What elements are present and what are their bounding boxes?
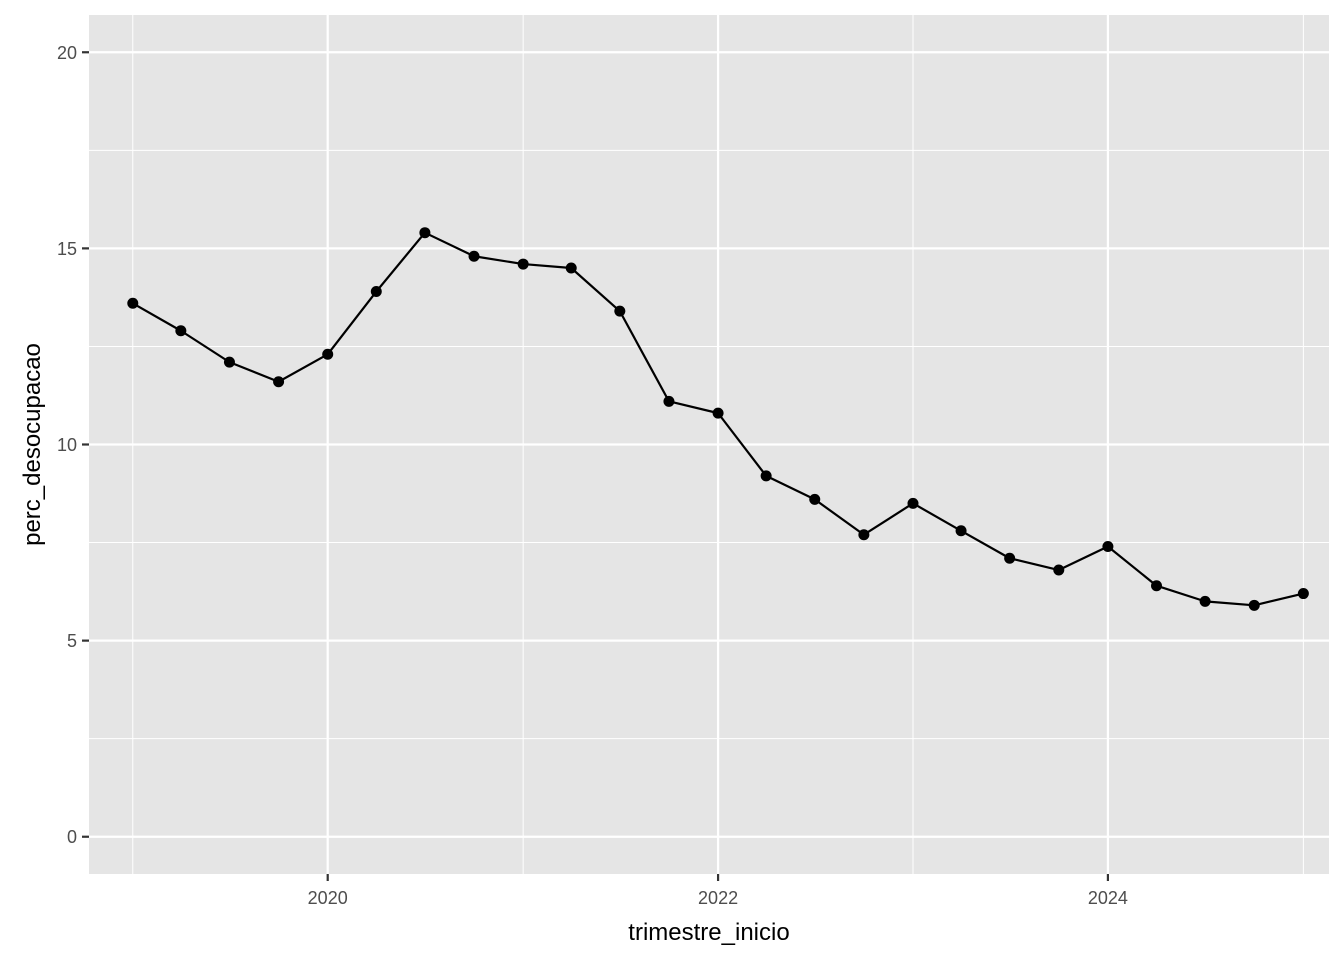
data-point [468, 250, 480, 262]
data-point [907, 497, 919, 509]
data-point [1248, 599, 1260, 611]
data-point [858, 529, 870, 541]
data-point [1297, 588, 1309, 600]
data-point [1102, 540, 1114, 552]
data-point [175, 325, 187, 337]
data-point [370, 286, 382, 298]
y-axis-title: perc_desocupacao [19, 343, 46, 546]
data-point [760, 470, 772, 482]
series-layer [127, 227, 1309, 611]
data-point [517, 258, 529, 270]
data-point [663, 395, 675, 407]
axis-ticks [82, 51, 1110, 881]
y-tick-label: 20 [57, 43, 77, 63]
data-point [809, 493, 821, 505]
major-gridlines [89, 15, 1329, 874]
data-point [322, 348, 334, 360]
data-point [419, 227, 431, 239]
data-point [1004, 552, 1016, 564]
x-tick-label: 2020 [308, 888, 348, 908]
data-point [712, 407, 724, 419]
data-point [565, 262, 577, 274]
x-tick-label: 2022 [698, 888, 738, 908]
data-point [1199, 595, 1211, 607]
data-point [955, 525, 967, 537]
y-tick-label: 0 [67, 827, 77, 847]
y-tick-label: 5 [67, 631, 77, 651]
data-point [1053, 564, 1065, 576]
data-point [127, 297, 139, 309]
data-point [1151, 580, 1163, 592]
y-tick-label: 15 [57, 239, 77, 259]
data-point [223, 356, 235, 368]
y-tick-label: 10 [57, 435, 77, 455]
x-tick-label: 2024 [1088, 888, 1128, 908]
x-axis-title: trimestre_inicio [628, 919, 789, 946]
data-point [614, 305, 626, 317]
data-point [273, 376, 285, 388]
